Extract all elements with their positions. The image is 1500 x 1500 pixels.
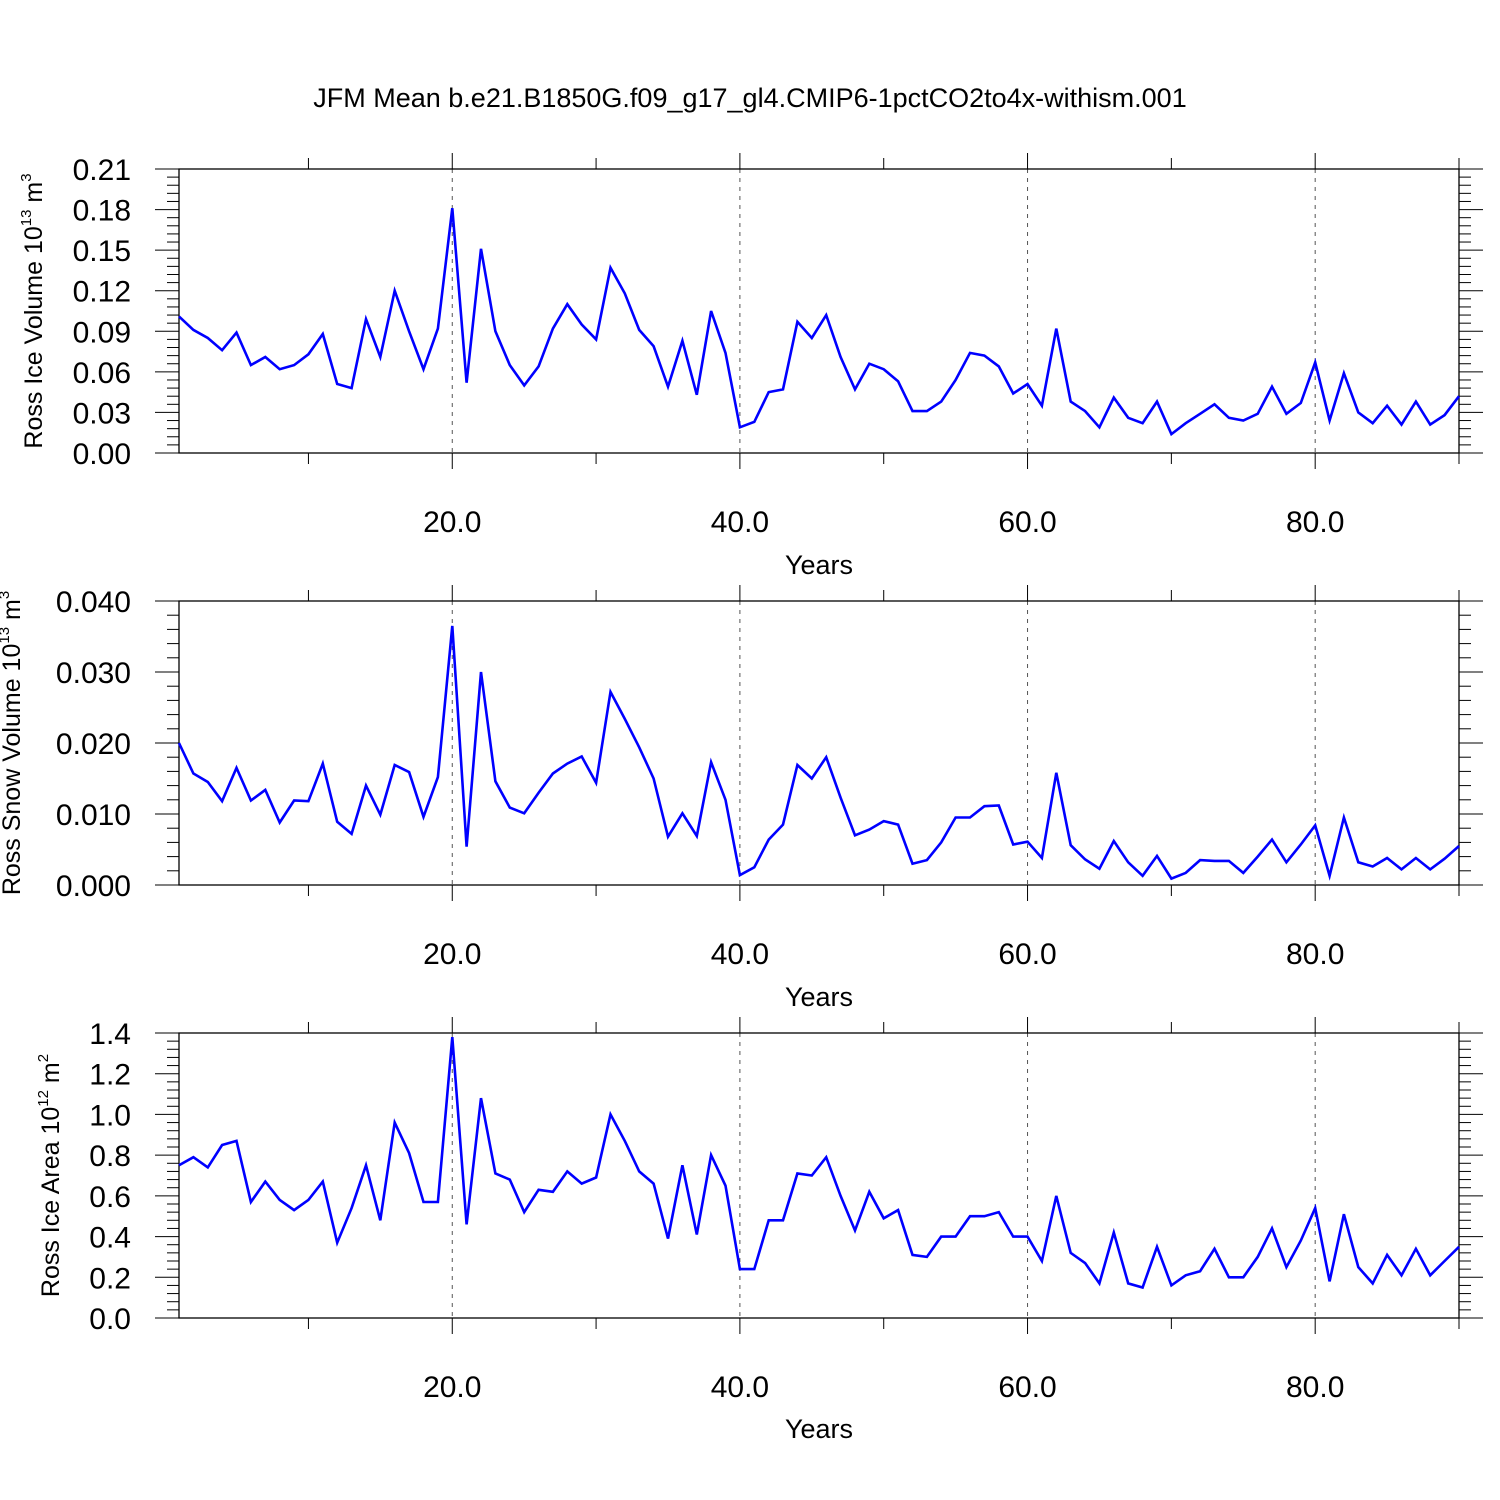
y-axis-label: Ross Snow Volume 1013 m3 xyxy=(0,591,26,895)
y-tick-label: 0.010 xyxy=(56,799,131,832)
y-axis-label-text: Ross Ice Area 10 xyxy=(37,1107,65,1297)
series-line xyxy=(178,1036,1460,1290)
y-axis-label-unit-exponent: 2 xyxy=(35,1054,52,1062)
panel-1: 20.0 40.0 60.0 80.0 0.00 0.03 0.06 0.09 0.12 0.15… xyxy=(18,153,1483,580)
y-tick-label: 1.0 xyxy=(89,1099,131,1132)
panel-2: 20.0 40.0 60.0 80.0 0.000 0.010 0.020 0.030 0.04… xyxy=(0,585,1483,1012)
y-axis-label: Ross Ice Area 1012 m2 xyxy=(35,1054,65,1297)
panel-3: 20.0 40.0 60.0 80.0 0.0 0.2 0.4 0.6 0.8 1.0 1.2 1.4… xyxy=(35,1017,1483,1444)
x-tick-label: 20.0 xyxy=(423,938,481,971)
x-tick-label: 40.0 xyxy=(711,506,769,539)
y-tick-label: 0.000 xyxy=(56,870,131,903)
y-tick-label: 0.6 xyxy=(89,1181,131,1214)
y-tick-label: 0.00 xyxy=(73,438,131,471)
y-tick-label: 0.040 xyxy=(56,586,131,619)
y-tick-label: 0.15 xyxy=(73,235,131,268)
figure-title: JFM Mean b.e21.B1850G.f09_g17_gl4.CMIP6-… xyxy=(313,83,1186,113)
x-tick-label: 60.0 xyxy=(998,1371,1056,1404)
x-axis-label: Years xyxy=(785,982,853,1012)
plot-frame xyxy=(178,168,1460,454)
y-tick-label: 0.8 xyxy=(89,1140,131,1173)
y-tick-label: 0.4 xyxy=(89,1222,131,1255)
x-tick-label: 60.0 xyxy=(998,506,1056,539)
y-axis-label-text: Ross Snow Volume 10 xyxy=(0,644,26,896)
x-tick-label: 80.0 xyxy=(1286,506,1344,539)
y-axis-label-text: Ross Ice Volume 10 xyxy=(20,226,48,448)
x-axis-label: Years xyxy=(785,1414,853,1444)
y-axis-label-exponent: 13 xyxy=(0,627,13,644)
y-tick-label: 0.09 xyxy=(73,316,131,349)
x-tick-label: 40.0 xyxy=(711,938,769,971)
y-axis-label-exponent: 13 xyxy=(18,210,35,227)
y-tick-label: 0.21 xyxy=(73,154,131,187)
x-tick-label: 80.0 xyxy=(1286,1371,1344,1404)
x-tick-label: 60.0 xyxy=(998,938,1056,971)
x-tick-label: 20.0 xyxy=(423,506,481,539)
x-tick-label: 40.0 xyxy=(711,1371,769,1404)
y-tick-label: 1.4 xyxy=(89,1018,131,1051)
series-line xyxy=(177,625,1460,881)
y-tick-label: 0.18 xyxy=(73,195,131,228)
y-axis-label-unit-exponent: 3 xyxy=(0,591,13,599)
y-tick-label: 1.2 xyxy=(89,1059,131,1092)
y-axis-label-unit: m xyxy=(20,182,48,210)
y-axis-label-unit: m xyxy=(37,1062,65,1090)
x-tick-label: 20.0 xyxy=(423,1371,481,1404)
plot-frame xyxy=(178,600,1460,886)
y-axis-label-exponent: 12 xyxy=(35,1090,52,1107)
y-axis-label-unit-exponent: 3 xyxy=(18,173,35,181)
y-tick-label: 0.2 xyxy=(89,1262,131,1295)
y-tick-label: 0.030 xyxy=(56,657,131,690)
series-line xyxy=(178,208,1461,437)
y-tick-label: 0.03 xyxy=(73,397,131,430)
y-tick-label: 0.0 xyxy=(89,1303,131,1336)
plot-frame xyxy=(178,1032,1460,1319)
y-tick-label: 0.020 xyxy=(56,728,131,761)
x-tick-label: 80.0 xyxy=(1286,938,1344,971)
x-axis-label: Years xyxy=(785,550,853,580)
y-tick-label: 0.12 xyxy=(73,276,131,309)
y-axis-label-unit: m xyxy=(0,599,26,627)
y-tick-label: 0.06 xyxy=(73,357,131,390)
y-axis-label: Ross Ice Volume 1013 m3 xyxy=(18,173,48,448)
